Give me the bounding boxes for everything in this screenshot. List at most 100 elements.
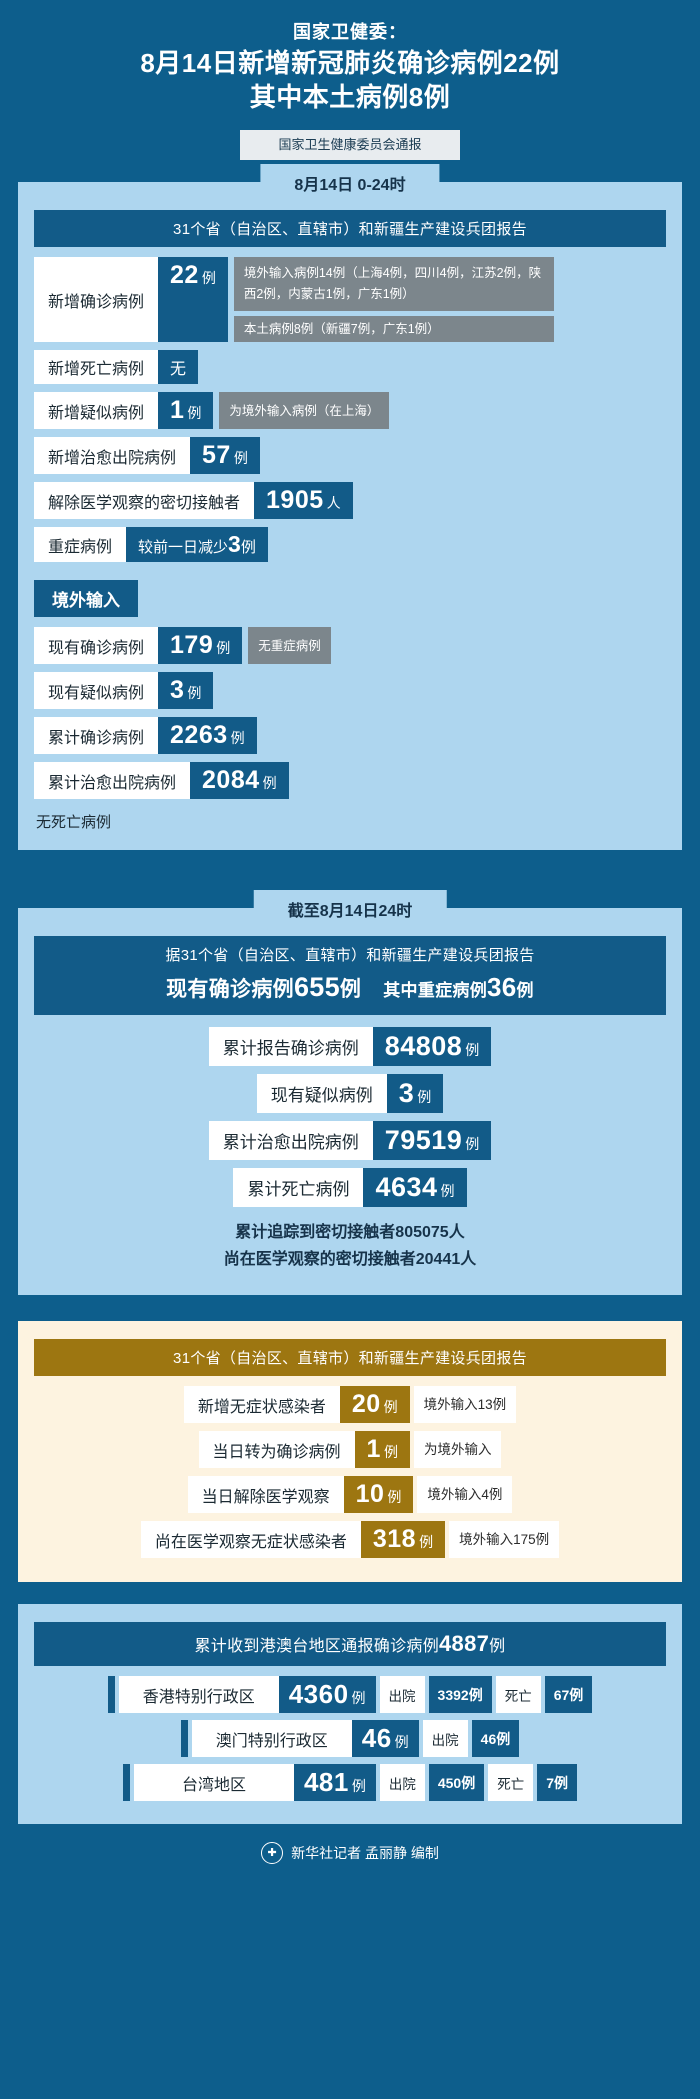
segment-label-discharged: 出院 bbox=[422, 1720, 468, 1757]
table-row: 新增疑似病例 1 例 为境外输入病例（在上海） bbox=[34, 392, 666, 429]
table-row: 累计治愈出院病例 79519 例 bbox=[34, 1121, 666, 1160]
footnote-line1: 累计追踪到密切接触者805075人 bbox=[235, 1224, 465, 1241]
source-chip: 国家卫生健康委员会通报 bbox=[240, 130, 460, 160]
row-label: 新增疑似病例 bbox=[34, 392, 159, 429]
band-big-value: 655 bbox=[293, 972, 340, 1002]
row-value-number: 57 bbox=[202, 441, 231, 469]
table-row: 澳门特别行政区 46 例 出院 46例 bbox=[34, 1720, 666, 1757]
no-deaths-text: 无死亡病例 bbox=[36, 814, 112, 831]
row-label: 累计确诊病例 bbox=[34, 717, 159, 754]
row-note: 境外输入175例 bbox=[449, 1521, 560, 1558]
row-label: 解除医学观察的密切接触者 bbox=[34, 482, 255, 519]
row-value-number: 318 bbox=[372, 1525, 417, 1553]
regions-band-value: 4887 bbox=[439, 1631, 490, 1656]
row-value-unit: 例 bbox=[262, 775, 277, 791]
section-cumulative-band: 据31个省（自治区、直辖市）和新疆生产建设兵团报告 现有确诊病例655例 其中重症… bbox=[34, 936, 666, 1015]
row-value: 179 例 bbox=[158, 627, 243, 664]
row-value: 4634 例 bbox=[363, 1168, 467, 1207]
row-value: 1905 人 bbox=[254, 482, 353, 519]
cumulative-rows: 累计报告确诊病例 84808 例 现有疑似病例 3 例 累计治愈出院病例 795… bbox=[34, 1027, 666, 1207]
row-value: 4360 例 bbox=[278, 1676, 376, 1713]
table-row: 累计报告确诊病例 84808 例 bbox=[34, 1027, 666, 1066]
row-value-number: 10 bbox=[355, 1480, 385, 1508]
row-note: 境外输入4例 bbox=[417, 1476, 513, 1513]
table-row: 香港特别行政区 4360 例 出院 3392例 死亡 67例 bbox=[34, 1676, 666, 1713]
row-value-unit: 例 bbox=[187, 685, 202, 701]
header-headline-line2: 其中本土病例8例 bbox=[249, 82, 451, 112]
table-row: 新增无症状感染者 20 例 境外输入13例 bbox=[34, 1386, 666, 1423]
band-sub: 其中重症病例36例 bbox=[383, 972, 534, 1002]
phrase-prefix: 较前一日减少 bbox=[138, 539, 229, 556]
row-label: 当日转为确诊病例 bbox=[198, 1431, 355, 1468]
row-value-number: 2263 bbox=[170, 721, 228, 749]
row-value-number: 3 bbox=[398, 1078, 415, 1108]
row-value-unit: 例 bbox=[465, 1136, 480, 1152]
row-value-number: 179 bbox=[170, 631, 214, 659]
band-big-line: 现有确诊病例655例 其中重症病例36例 bbox=[40, 972, 660, 1003]
table-row: 解除医学观察的密切接触者 1905 人 bbox=[34, 482, 666, 519]
section-daily-band: 31个省（自治区、直辖市）和新疆生产建设兵团报告 bbox=[34, 210, 666, 247]
row-label: 累计报告确诊病例 bbox=[208, 1027, 373, 1066]
table-row: 现有确诊病例 179 例 无重症病例 bbox=[34, 627, 666, 664]
row-value-unit: 例 bbox=[351, 1778, 366, 1794]
footnote-line2: 尚在医学观察的密切接触者20441人 bbox=[223, 1251, 477, 1268]
section-asymptomatic-band: 31个省（自治区、直辖市）和新疆生产建设兵团报告 bbox=[34, 1339, 666, 1376]
note-local: 本土病例8例（新疆7例，广东1例） bbox=[233, 316, 554, 342]
row-label: 台湾地区 bbox=[133, 1764, 294, 1801]
table-row: 累计确诊病例 2263 例 bbox=[34, 717, 666, 754]
table-row: 尚在医学观察无症状感染者 318 例 境外输入175例 bbox=[34, 1521, 666, 1558]
row-value-unit: 例 bbox=[351, 1690, 366, 1706]
band-line1: 据31个省（自治区、直辖市）和新疆生产建设兵团报告 bbox=[165, 947, 535, 964]
xinhua-logo-icon: ✚ bbox=[261, 1842, 284, 1864]
section-asymptomatic: 31个省（自治区、直辖市）和新疆生产建设兵团报告 新增无症状感染者 20 例 境… bbox=[18, 1321, 682, 1582]
row-label: 现有疑似病例 bbox=[256, 1074, 387, 1113]
band-sub-value: 36 bbox=[487, 972, 517, 1002]
row-note: 为境外输入 bbox=[413, 1431, 502, 1468]
row-value-unit: 例 bbox=[465, 1042, 480, 1058]
row-value-unit: 人 bbox=[326, 495, 341, 511]
row-value-number: 481 bbox=[303, 1767, 349, 1797]
table-row: 新增治愈出院病例 57 例 bbox=[34, 437, 666, 474]
row-notes: 境外输入病例14例（上海4例，四川4例，江苏2例，陕西2例，内蒙古1例，广东1例… bbox=[233, 257, 554, 342]
band-big-label: 现有确诊病例 bbox=[166, 978, 294, 1001]
row-value-unit: 例 bbox=[419, 1534, 434, 1550]
regions-band-prefix: 累计收到港澳台地区通报确诊病例 bbox=[194, 1638, 440, 1655]
row-value-number: 1 bbox=[366, 1435, 381, 1463]
section-cumulative: 截至8月14日24时 据31个省（自治区、直辖市）和新疆生产建设兵团报告 现有确… bbox=[18, 890, 682, 1295]
section-regions: 累计收到港澳台地区通报确诊病例4887 例 香港特别行政区 4360 例 出院 3… bbox=[18, 1604, 682, 1824]
table-row: 现有疑似病例 3 例 bbox=[34, 1074, 666, 1113]
row-value: 46 例 bbox=[351, 1720, 419, 1757]
row-value-number: 22 bbox=[170, 261, 199, 289]
table-row: 累计死亡病例 4634 例 bbox=[34, 1168, 666, 1207]
row-label: 现有疑似病例 bbox=[34, 672, 159, 709]
row-label: 重症病例 bbox=[34, 527, 127, 562]
footer-credit: 新华社记者 孟丽静 编制 bbox=[291, 1845, 439, 1861]
header-headline-line1: 8月14日新增新冠肺炎确诊病例22例 bbox=[140, 48, 560, 78]
segment-value-deaths: 67例 bbox=[544, 1676, 593, 1713]
section-daily-tab: 8月14日 0-24时 bbox=[260, 164, 440, 201]
row-label: 累计治愈出院病例 bbox=[34, 762, 191, 799]
row-value-unit: 例 bbox=[233, 450, 248, 466]
row-value: 10 例 bbox=[343, 1476, 414, 1513]
table-row: 重症病例 较前一日减少3例 bbox=[34, 527, 666, 562]
row-label: 累计死亡病例 bbox=[233, 1168, 364, 1207]
row-label: 新增死亡病例 bbox=[34, 350, 159, 384]
row-label: 新增无症状感染者 bbox=[183, 1386, 340, 1423]
row-label: 香港特别行政区 bbox=[118, 1676, 279, 1713]
cumulative-footnote: 累计追踪到密切接触者805075人 尚在医学观察的密切接触者20441人 bbox=[34, 1219, 666, 1279]
band-sub-label: 其中重症病例 bbox=[383, 981, 488, 1000]
row-value-unit: 例 bbox=[230, 730, 245, 746]
row-value-number: 2084 bbox=[202, 766, 260, 794]
row-value: 2084 例 bbox=[190, 762, 289, 799]
row-value-unit: 例 bbox=[187, 405, 202, 421]
row-label: 新增确诊病例 bbox=[34, 257, 159, 342]
table-row: 当日转为确诊病例 1 例 为境外输入 bbox=[34, 1431, 666, 1468]
header: 国家卫健委： 8月14日新增新冠肺炎确诊病例22例 其中本土病例8例 国家卫生健… bbox=[0, 0, 700, 160]
table-row: 台湾地区 481 例 出院 450例 死亡 7例 bbox=[34, 1764, 666, 1801]
row-value-unit: 例 bbox=[440, 1183, 455, 1199]
row-label: 新增治愈出院病例 bbox=[34, 437, 191, 474]
segment-value-discharged: 46例 bbox=[471, 1720, 520, 1757]
row-label: 现有确诊病例 bbox=[34, 627, 159, 664]
row-value: 无 bbox=[158, 350, 199, 384]
